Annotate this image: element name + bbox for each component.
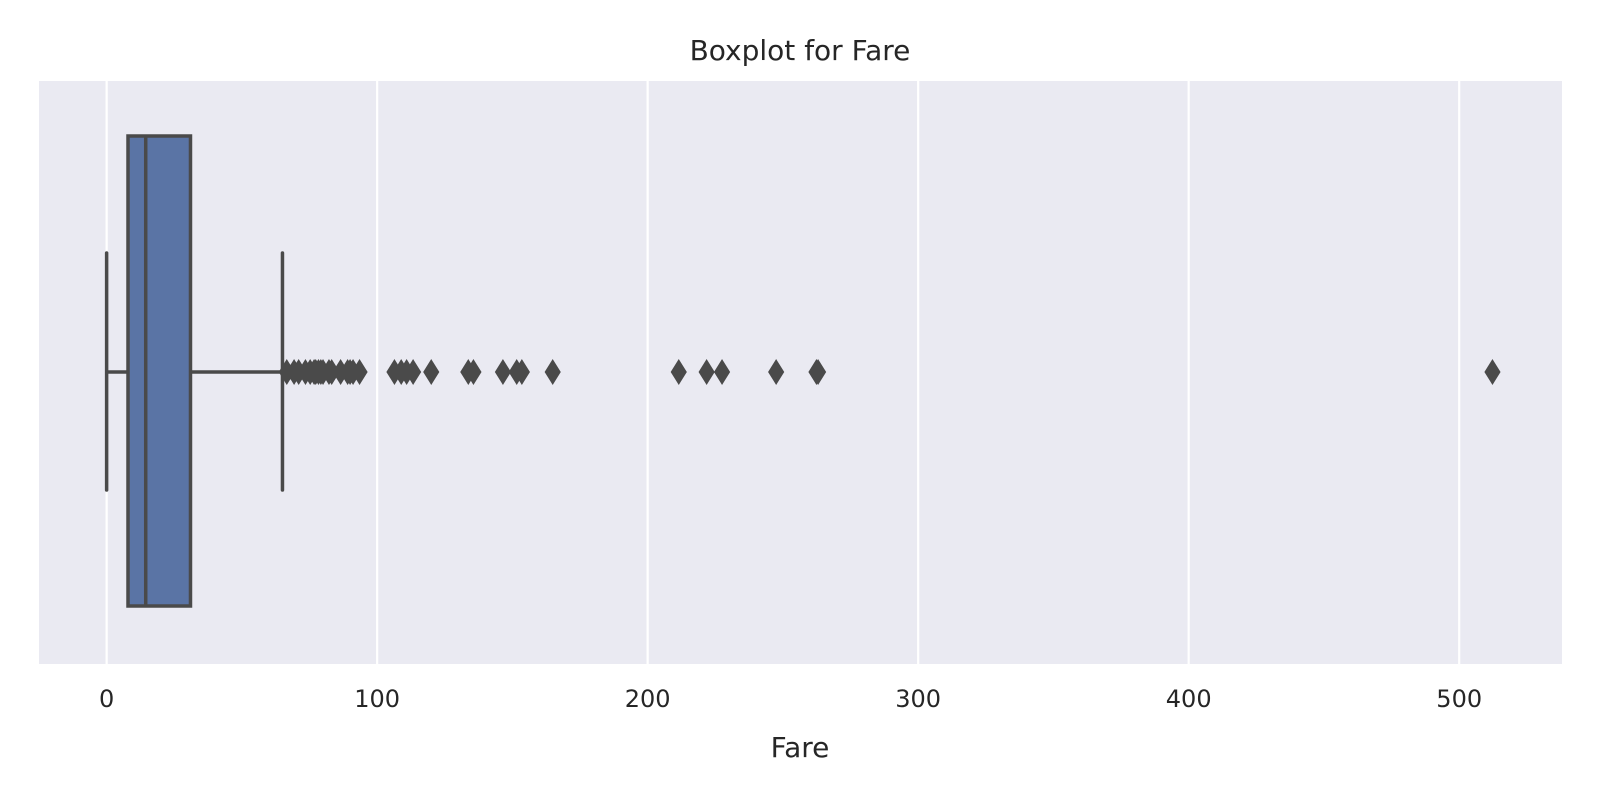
outlier-point [670, 359, 687, 385]
outlier-point [351, 359, 368, 385]
x-tick-label-100: 100 [354, 685, 400, 713]
outlier-point [423, 359, 440, 385]
outlier-point [809, 359, 827, 385]
outlier-point [405, 359, 422, 385]
outliers [278, 359, 1501, 385]
outlier-point [768, 359, 785, 385]
outlier-point [1484, 359, 1501, 385]
outlier-point [465, 359, 482, 385]
x-tick-label-400: 400 [1166, 685, 1212, 713]
chart-title: Boxplot for Fare [690, 34, 911, 67]
gridlines [105, 81, 1461, 664]
x-tick-label-200: 200 [625, 685, 671, 713]
x-tick-label-300: 300 [895, 685, 941, 713]
x-tick-labels: 0 100 200 300 400 500 [99, 685, 1482, 713]
outlier-point [713, 359, 731, 385]
x-axis-label: Fare [771, 731, 830, 764]
iqr-box [126, 134, 193, 608]
outlier-point [698, 359, 715, 385]
outlier-point [544, 359, 561, 385]
x-tick-label-500: 500 [1436, 685, 1482, 713]
outlier-point [513, 359, 530, 385]
outlier-point [494, 359, 512, 385]
x-tick-label-0: 0 [99, 685, 114, 713]
